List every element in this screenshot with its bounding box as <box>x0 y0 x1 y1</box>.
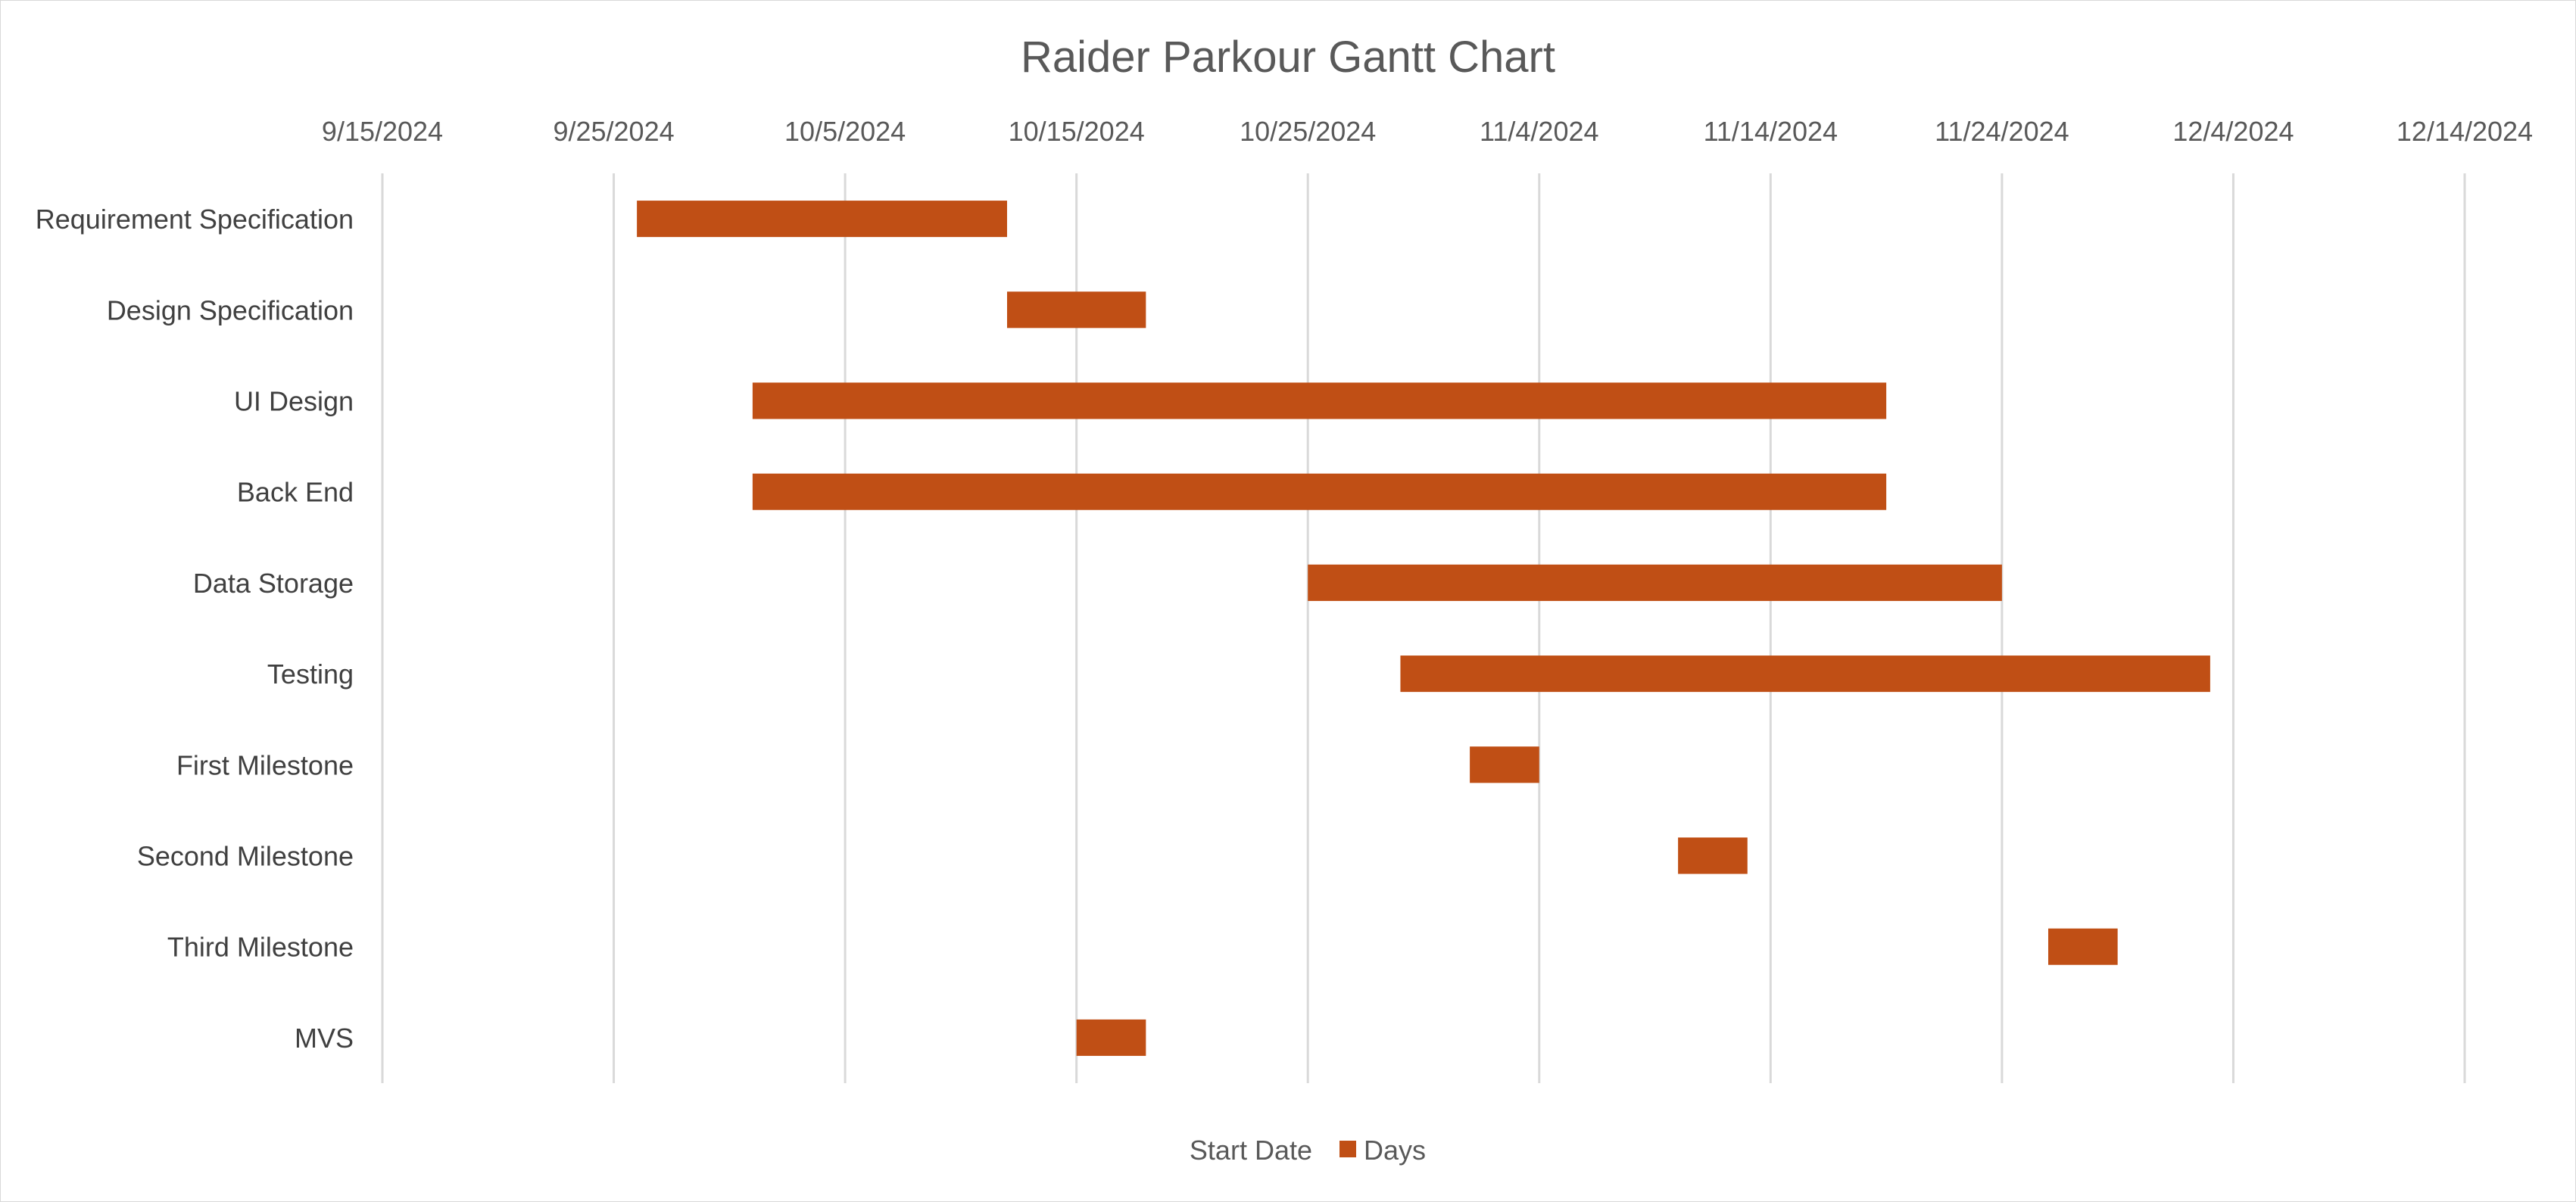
x-tick-label: 12/14/2024 <box>2397 116 2533 147</box>
task-bar <box>1007 291 1146 329</box>
task-bar <box>1470 746 1539 783</box>
task-bar <box>752 473 1887 510</box>
category-label: Requirement Specification <box>36 204 354 235</box>
legend: Start Date Days <box>1190 1135 1426 1166</box>
x-tick-label: 10/5/2024 <box>784 116 906 147</box>
task-bar <box>752 382 1887 419</box>
category-label: First Milestone <box>176 749 354 780</box>
x-tick-label: 11/14/2024 <box>1704 116 1838 147</box>
x-axis-ticks: 9/15/2024 9/25/2024 10/5/2024 10/15/2024 10/… <box>322 116 2533 147</box>
category-label: Back End <box>237 477 354 508</box>
category-label: MVS <box>295 1023 354 1054</box>
chart-title: Raider Parkour Gantt Chart <box>1021 33 1555 82</box>
x-tick-label: 10/15/2024 <box>1009 116 1145 147</box>
category-label: UI Design <box>234 386 354 417</box>
category-label: Third Milestone <box>167 932 354 963</box>
legend-entry-start-date: Start Date <box>1190 1135 1312 1166</box>
task-bar <box>1076 1019 1146 1056</box>
legend-entry-days: Days <box>1364 1135 1426 1166</box>
task-bar <box>2048 928 2118 965</box>
x-tick-label: 9/15/2024 <box>322 116 443 147</box>
x-tick-label: 11/24/2024 <box>1935 116 2069 147</box>
x-tick-label: 11/4/2024 <box>1480 116 1598 147</box>
x-tick-label: 12/4/2024 <box>2172 116 2294 147</box>
x-tick-label: 10/25/2024 <box>1240 116 1376 147</box>
category-label: Second Milestone <box>137 841 354 872</box>
bars <box>637 201 2210 1056</box>
category-label: Design Specification <box>107 294 354 325</box>
task-bar <box>637 201 1007 238</box>
category-labels: Requirement Specification Design Specific… <box>36 204 354 1054</box>
task-bar <box>1400 655 2210 693</box>
task-bar <box>1678 837 1748 874</box>
category-label: Data Storage <box>193 568 354 599</box>
category-label: Testing <box>267 659 354 690</box>
task-bar <box>1308 564 2002 601</box>
x-tick-label: 9/25/2024 <box>553 116 674 147</box>
legend-swatch-days <box>1339 1141 1356 1157</box>
gridlines <box>381 173 2466 1083</box>
